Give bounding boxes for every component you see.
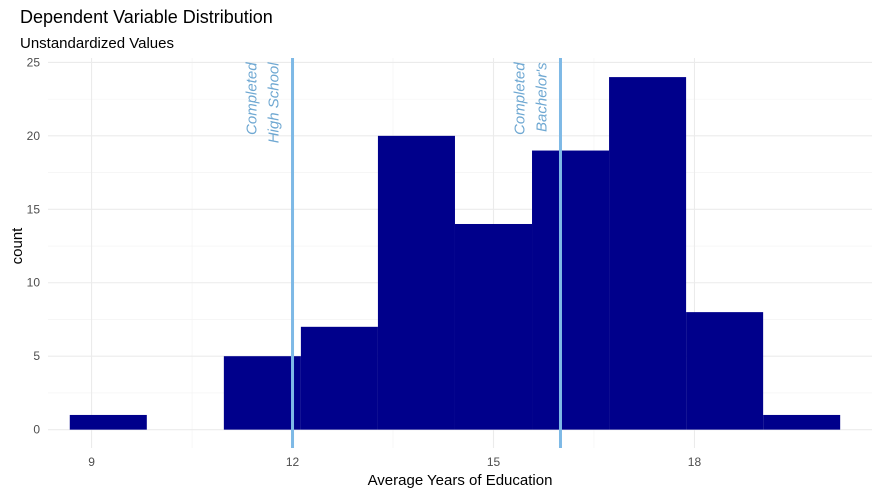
histogram-bar (763, 414, 841, 430)
histogram-bar (686, 312, 764, 430)
y-axis-title: count (9, 227, 26, 265)
y-tick-label: 5 (33, 349, 40, 363)
y-tick-label: 0 (33, 423, 40, 437)
histogram-bar (532, 150, 610, 430)
reference-line-label: Bachelor's (533, 62, 550, 132)
reference-line-label: Completed (244, 62, 261, 135)
reference-line-label: High School (266, 62, 283, 144)
bars (69, 77, 841, 430)
chart-subtitle: Unstandardized Values (20, 35, 174, 52)
histogram-bar (609, 77, 687, 430)
histogram-bar (223, 356, 301, 430)
histogram-bar (300, 326, 378, 430)
x-tick-label: 9 (88, 455, 95, 469)
reference-lines: Completed High School Completed Bachelor's (244, 58, 562, 448)
x-axis-title: Average Years of Education (368, 472, 553, 489)
reference-line-label: Completed (511, 62, 528, 135)
x-tick-label: 18 (688, 455, 702, 469)
histogram-bar (377, 135, 455, 430)
x-tick-label: 15 (487, 455, 501, 469)
y-tick-label: 10 (27, 276, 41, 290)
histogram-bar (69, 414, 147, 430)
y-tick-label: 20 (27, 129, 41, 143)
y-tick-label: 25 (27, 55, 41, 69)
histogram-bar (454, 223, 533, 430)
x-tick-label: 12 (286, 455, 300, 469)
y-tick-label: 15 (27, 202, 41, 216)
chart-title: Dependent Variable Distribution (20, 7, 273, 27)
axis-ticks: 9 12 15 18 0 5 10 15 20 25 (27, 55, 702, 469)
